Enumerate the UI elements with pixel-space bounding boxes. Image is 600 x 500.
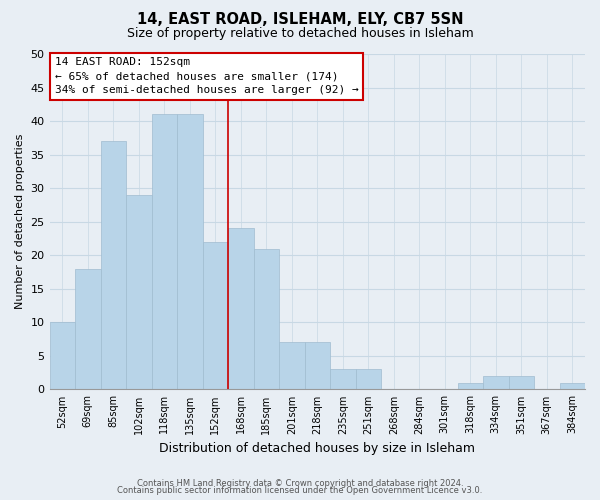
Bar [279,342,305,390]
Bar [152,114,177,390]
Bar [101,141,126,390]
Bar [560,382,585,390]
Text: Contains HM Land Registry data © Crown copyright and database right 2024.: Contains HM Land Registry data © Crown c… [137,478,463,488]
Y-axis label: Number of detached properties: Number of detached properties [15,134,25,310]
Bar [483,376,509,390]
Bar [50,322,75,390]
Text: Size of property relative to detached houses in Isleham: Size of property relative to detached ho… [127,28,473,40]
Text: Contains public sector information licensed under the Open Government Licence v3: Contains public sector information licen… [118,486,482,495]
Bar [458,382,483,390]
Bar [509,376,534,390]
Text: 14, EAST ROAD, ISLEHAM, ELY, CB7 5SN: 14, EAST ROAD, ISLEHAM, ELY, CB7 5SN [137,12,463,28]
Bar [126,195,152,390]
Bar [330,370,356,390]
Bar [356,370,381,390]
Bar [228,228,254,390]
X-axis label: Distribution of detached houses by size in Isleham: Distribution of detached houses by size … [159,442,475,455]
Bar [254,248,279,390]
Bar [75,268,101,390]
Text: 14 EAST ROAD: 152sqm
← 65% of detached houses are smaller (174)
34% of semi-deta: 14 EAST ROAD: 152sqm ← 65% of detached h… [55,58,359,96]
Bar [305,342,330,390]
Bar [203,242,228,390]
Bar [177,114,203,390]
